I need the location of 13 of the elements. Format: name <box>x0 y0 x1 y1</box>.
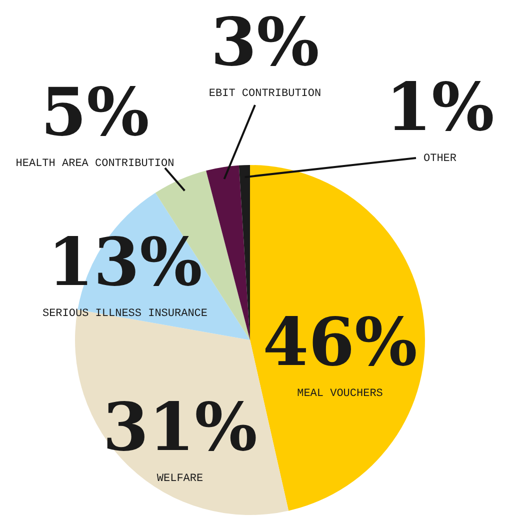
data-label: 3% <box>210 3 320 81</box>
slice-label: HEALTH AREA CONTRIBUTION <box>16 158 174 170</box>
slice-label: WELFARE <box>156 473 204 485</box>
data-label: 13% <box>48 223 202 301</box>
data-label: 5% <box>40 73 150 151</box>
data-label: 31% <box>102 388 258 466</box>
pie-slice <box>206 165 250 340</box>
slice-label: OTHER <box>423 153 457 165</box>
data-label: 1% <box>386 68 494 146</box>
slice-label: MEAL VOUCHERS <box>297 388 384 400</box>
slice-label: EBIT CONTRIBUTION <box>208 88 322 100</box>
data-label: 46% <box>262 303 418 381</box>
slice-label: SERIOUS ILLNESS INSURANCE <box>42 308 208 320</box>
